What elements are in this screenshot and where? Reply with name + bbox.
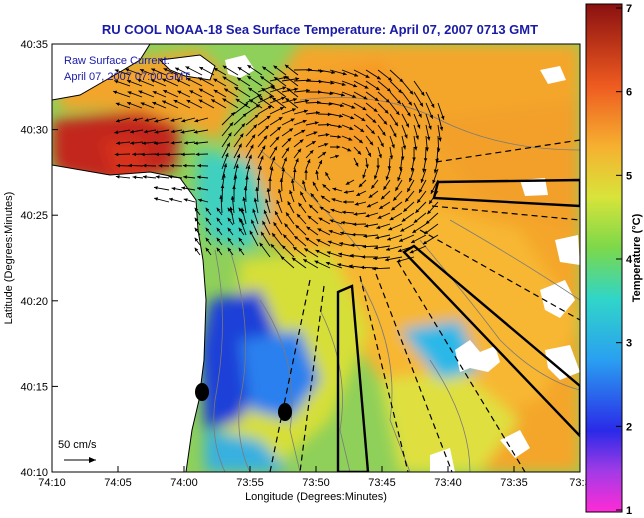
y-tick-label: 40:35 [20, 39, 48, 51]
legend-line-2: April 07, 2007 07:00 GMT [64, 71, 190, 83]
legend-line-1: Raw Surface Current: [64, 55, 170, 67]
station-marker [195, 383, 209, 401]
colorbar-scale [586, 4, 622, 512]
y-axis-label: Latitude (Degrees:Minutes) [3, 192, 15, 325]
sst-map-figure: RU COOL NOAA-18 Sea Surface Temperature:… [0, 0, 644, 518]
colorbar-label: Temperature (°C) [631, 213, 643, 302]
colorbar-tick-label: 6 [626, 87, 632, 99]
x-tick-label: 73:50 [302, 477, 330, 489]
x-tick-label: 74:00 [170, 477, 198, 489]
x-tick-label: 73:55 [236, 477, 264, 489]
y-tick-label: 40:30 [20, 125, 48, 137]
colorbar: 7654321 Temperature (°C) [586, 3, 643, 517]
y-tick-label: 40:20 [20, 296, 48, 308]
x-axis-label: Longitude (Degrees:Minutes) [245, 491, 387, 503]
colorbar-tick-label: 7 [626, 3, 632, 15]
x-tick-label: 73:45 [368, 477, 396, 489]
colorbar-tick-label: 5 [626, 170, 632, 182]
figure-title: RU COOL NOAA-18 Sea Surface Temperature:… [102, 22, 538, 37]
y-tick-label: 40:25 [20, 210, 48, 222]
x-tick-label: 74:05 [104, 477, 132, 489]
colorbar-tick-label: 2 [626, 421, 632, 433]
y-tick-label: 40:10 [20, 467, 48, 479]
sst-map: Raw Surface Current: April 07, 2007 07:0… [52, 44, 580, 472]
colorbar-tick-label: 3 [626, 338, 632, 350]
y-tick-label: 40:15 [20, 381, 48, 393]
colorbar-tick-label: 1 [626, 505, 632, 517]
x-tick-label: 73:35 [500, 477, 528, 489]
station-marker [278, 403, 292, 421]
scale-bar-label: 50 cm/s [58, 439, 97, 451]
x-tick-label: 73:40 [434, 477, 462, 489]
